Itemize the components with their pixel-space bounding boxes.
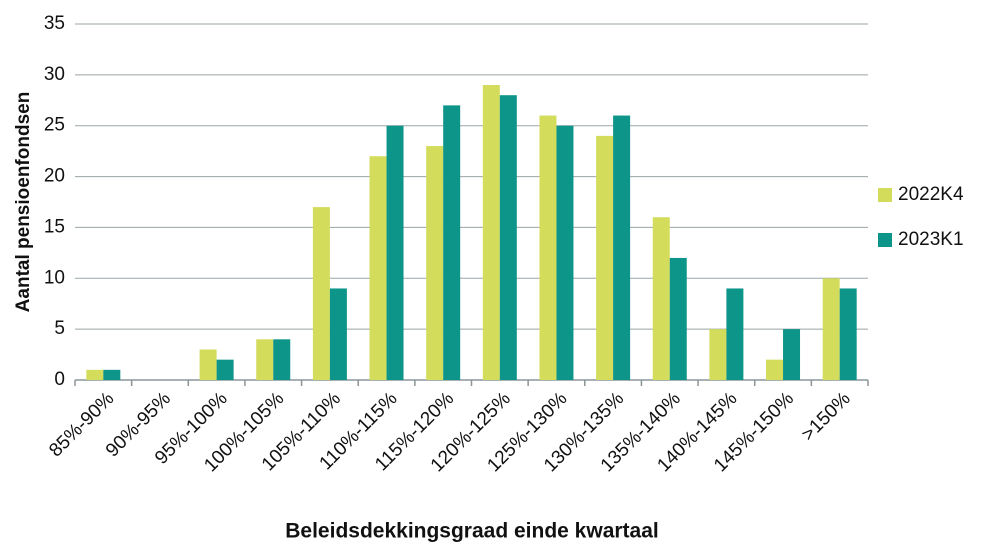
bar <box>839 288 857 380</box>
bar <box>443 105 461 380</box>
bar <box>726 288 744 380</box>
bar <box>652 217 670 380</box>
bar <box>783 329 801 380</box>
bar <box>426 146 444 380</box>
bar <box>499 95 517 380</box>
bar <box>556 125 574 380</box>
bar <box>669 257 687 380</box>
bar <box>386 125 404 380</box>
y-tick-label: 35 <box>44 13 65 34</box>
y-tick-label: 5 <box>54 318 65 339</box>
y-axis-label: Aantal pensioenfondsen <box>13 92 34 313</box>
bar <box>103 369 121 380</box>
bar <box>312 207 330 380</box>
legend-swatch <box>878 233 892 247</box>
bar <box>86 369 104 380</box>
bar <box>596 135 614 380</box>
bar <box>709 329 727 380</box>
legend-label: 2022K4 <box>898 184 964 205</box>
y-tick-label: 15 <box>44 216 65 237</box>
y-tick-label: 30 <box>44 64 65 85</box>
bar <box>613 115 631 381</box>
bar <box>273 339 291 380</box>
x-tick-label: >150% <box>798 388 855 445</box>
bar <box>766 359 784 380</box>
bar <box>482 85 500 381</box>
legend-label: 2023K1 <box>898 229 964 250</box>
y-tick-label: 20 <box>44 166 65 187</box>
bar <box>539 115 557 381</box>
bar <box>216 359 234 380</box>
bar <box>369 156 387 380</box>
y-tick-label: 0 <box>54 369 65 390</box>
x-axis-label: Beleidsdekkingsgraad einde kwartaal <box>285 520 659 543</box>
y-tick-label: 25 <box>44 115 65 136</box>
bar <box>256 339 274 380</box>
legend-swatch <box>878 188 892 202</box>
bar <box>329 288 347 380</box>
bar <box>199 349 217 380</box>
bar <box>822 278 840 380</box>
y-tick-label: 10 <box>44 267 65 288</box>
